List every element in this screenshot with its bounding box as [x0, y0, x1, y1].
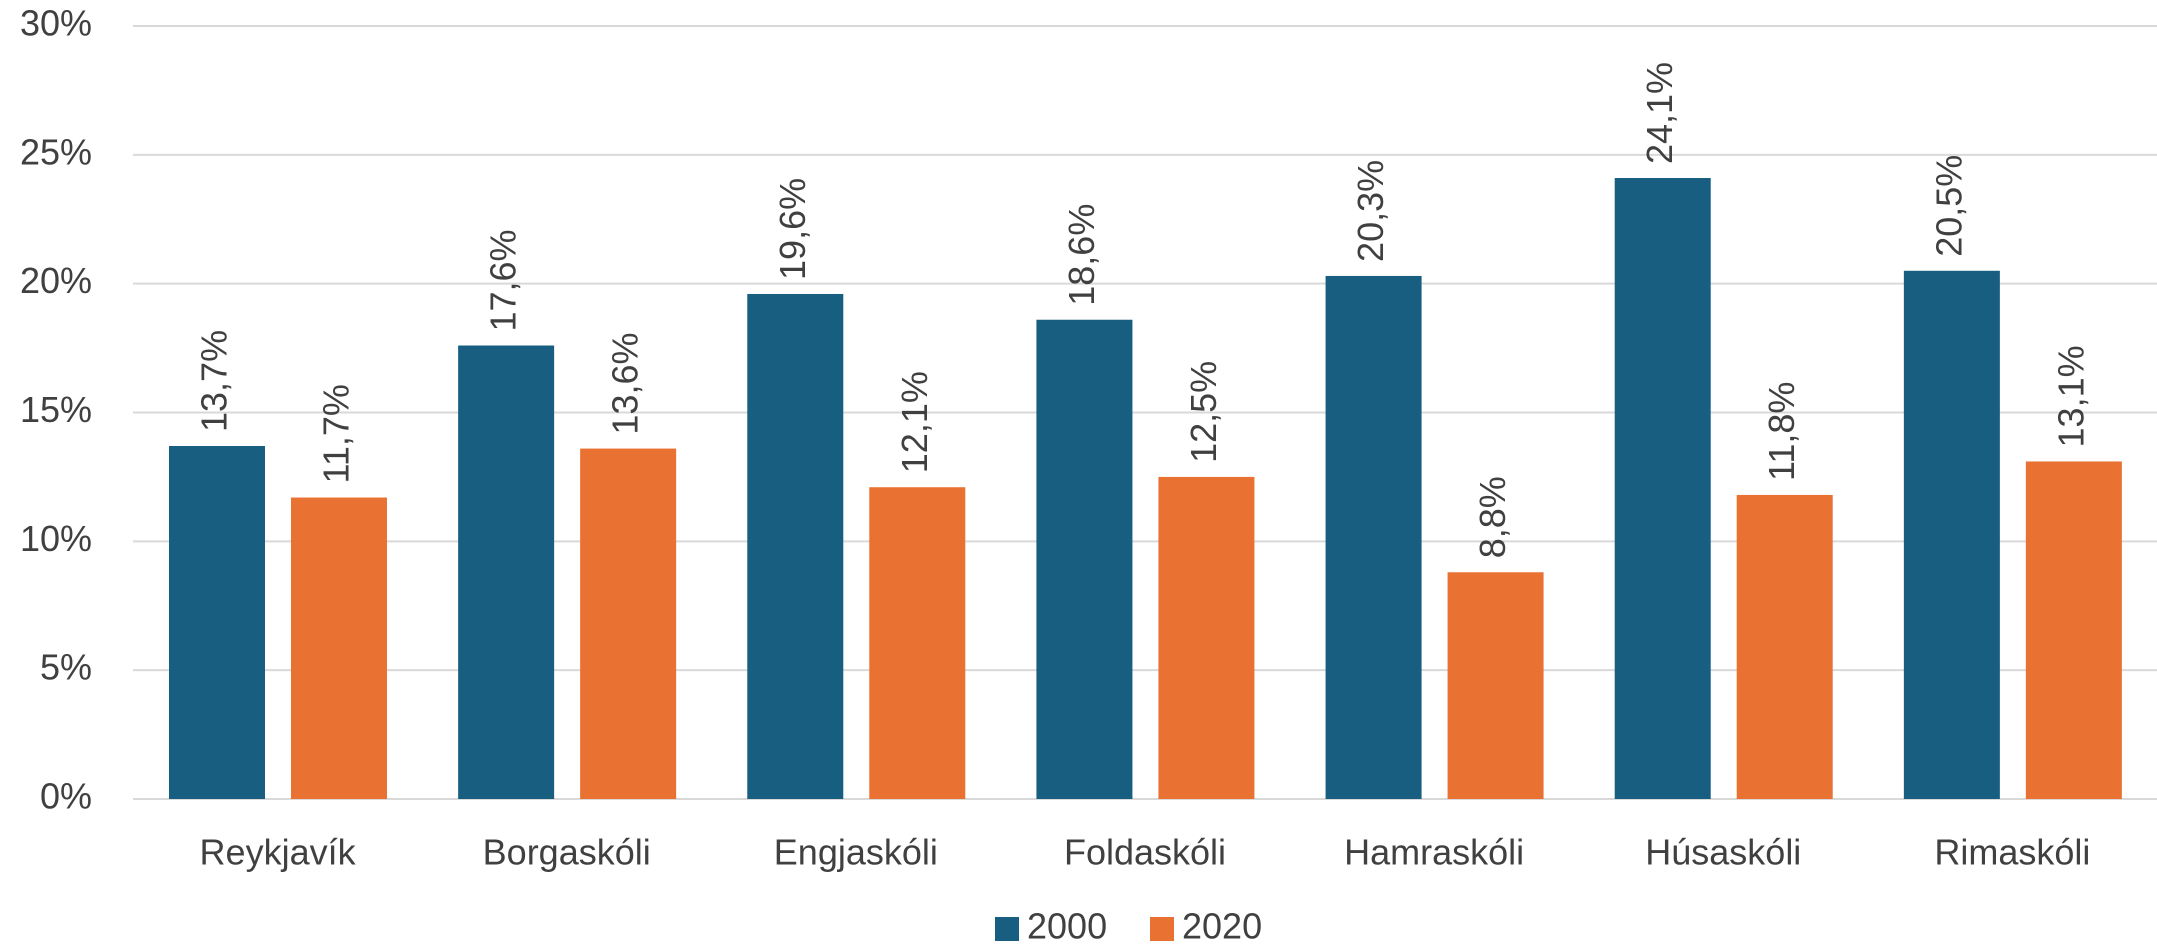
- legend-swatch: [995, 917, 1019, 941]
- bar: [747, 293, 844, 799]
- data-label: 20,3%: [1350, 160, 1391, 262]
- y-tick-label: 30%: [20, 3, 92, 44]
- x-tick-label: Borgaskóli: [483, 832, 651, 873]
- data-label: 13,6%: [605, 332, 646, 434]
- x-tick-label: Húsaskóli: [1645, 832, 1801, 873]
- data-label: 11,8%: [1761, 382, 1802, 481]
- x-tick-label: Rimaskóli: [1934, 832, 2090, 873]
- data-label: 19,6%: [772, 178, 813, 280]
- data-label: 8,8%: [1472, 476, 1513, 558]
- bar: [458, 345, 555, 799]
- data-label: 18,6%: [1061, 204, 1102, 306]
- bar: [1447, 572, 1544, 799]
- data-label: 13,1%: [2050, 345, 2091, 447]
- bar: [169, 445, 265, 799]
- bar: [1325, 275, 1422, 800]
- x-tick-label: Reykjavík: [200, 832, 357, 873]
- data-label: 17,6%: [483, 229, 524, 331]
- bar: [1614, 178, 1711, 800]
- data-label: 24,1%: [1639, 62, 1680, 164]
- bar: [1158, 476, 1255, 799]
- y-tick-label: 10%: [20, 518, 92, 559]
- x-tick-label: Hamraskóli: [1344, 832, 1524, 873]
- legend-label: 2000: [1027, 906, 1107, 946]
- bar: [2025, 461, 2122, 799]
- bar: [291, 497, 387, 799]
- data-label: 12,5%: [1183, 361, 1224, 463]
- y-tick-label: 20%: [20, 260, 92, 301]
- y-tick-label: 25%: [20, 131, 92, 172]
- bar: [1036, 319, 1133, 799]
- x-tick-label: Foldaskóli: [1064, 832, 1226, 873]
- data-label: 20,5%: [1928, 155, 1969, 257]
- bar: [580, 448, 677, 799]
- legend-label: 2020: [1182, 906, 1262, 946]
- data-label: 11,7%: [316, 384, 357, 483]
- y-tick-label: 0%: [40, 776, 92, 817]
- x-tick-label: Engjaskóli: [774, 832, 938, 873]
- y-tick-label: 15%: [20, 389, 92, 430]
- bar: [1736, 494, 1833, 799]
- bar: [869, 487, 966, 799]
- data-label: 12,1%: [894, 371, 935, 473]
- legend-swatch: [1150, 917, 1174, 941]
- bar: [1903, 270, 2000, 799]
- y-tick-label: 5%: [40, 647, 92, 688]
- data-label: 13,7%: [194, 330, 235, 432]
